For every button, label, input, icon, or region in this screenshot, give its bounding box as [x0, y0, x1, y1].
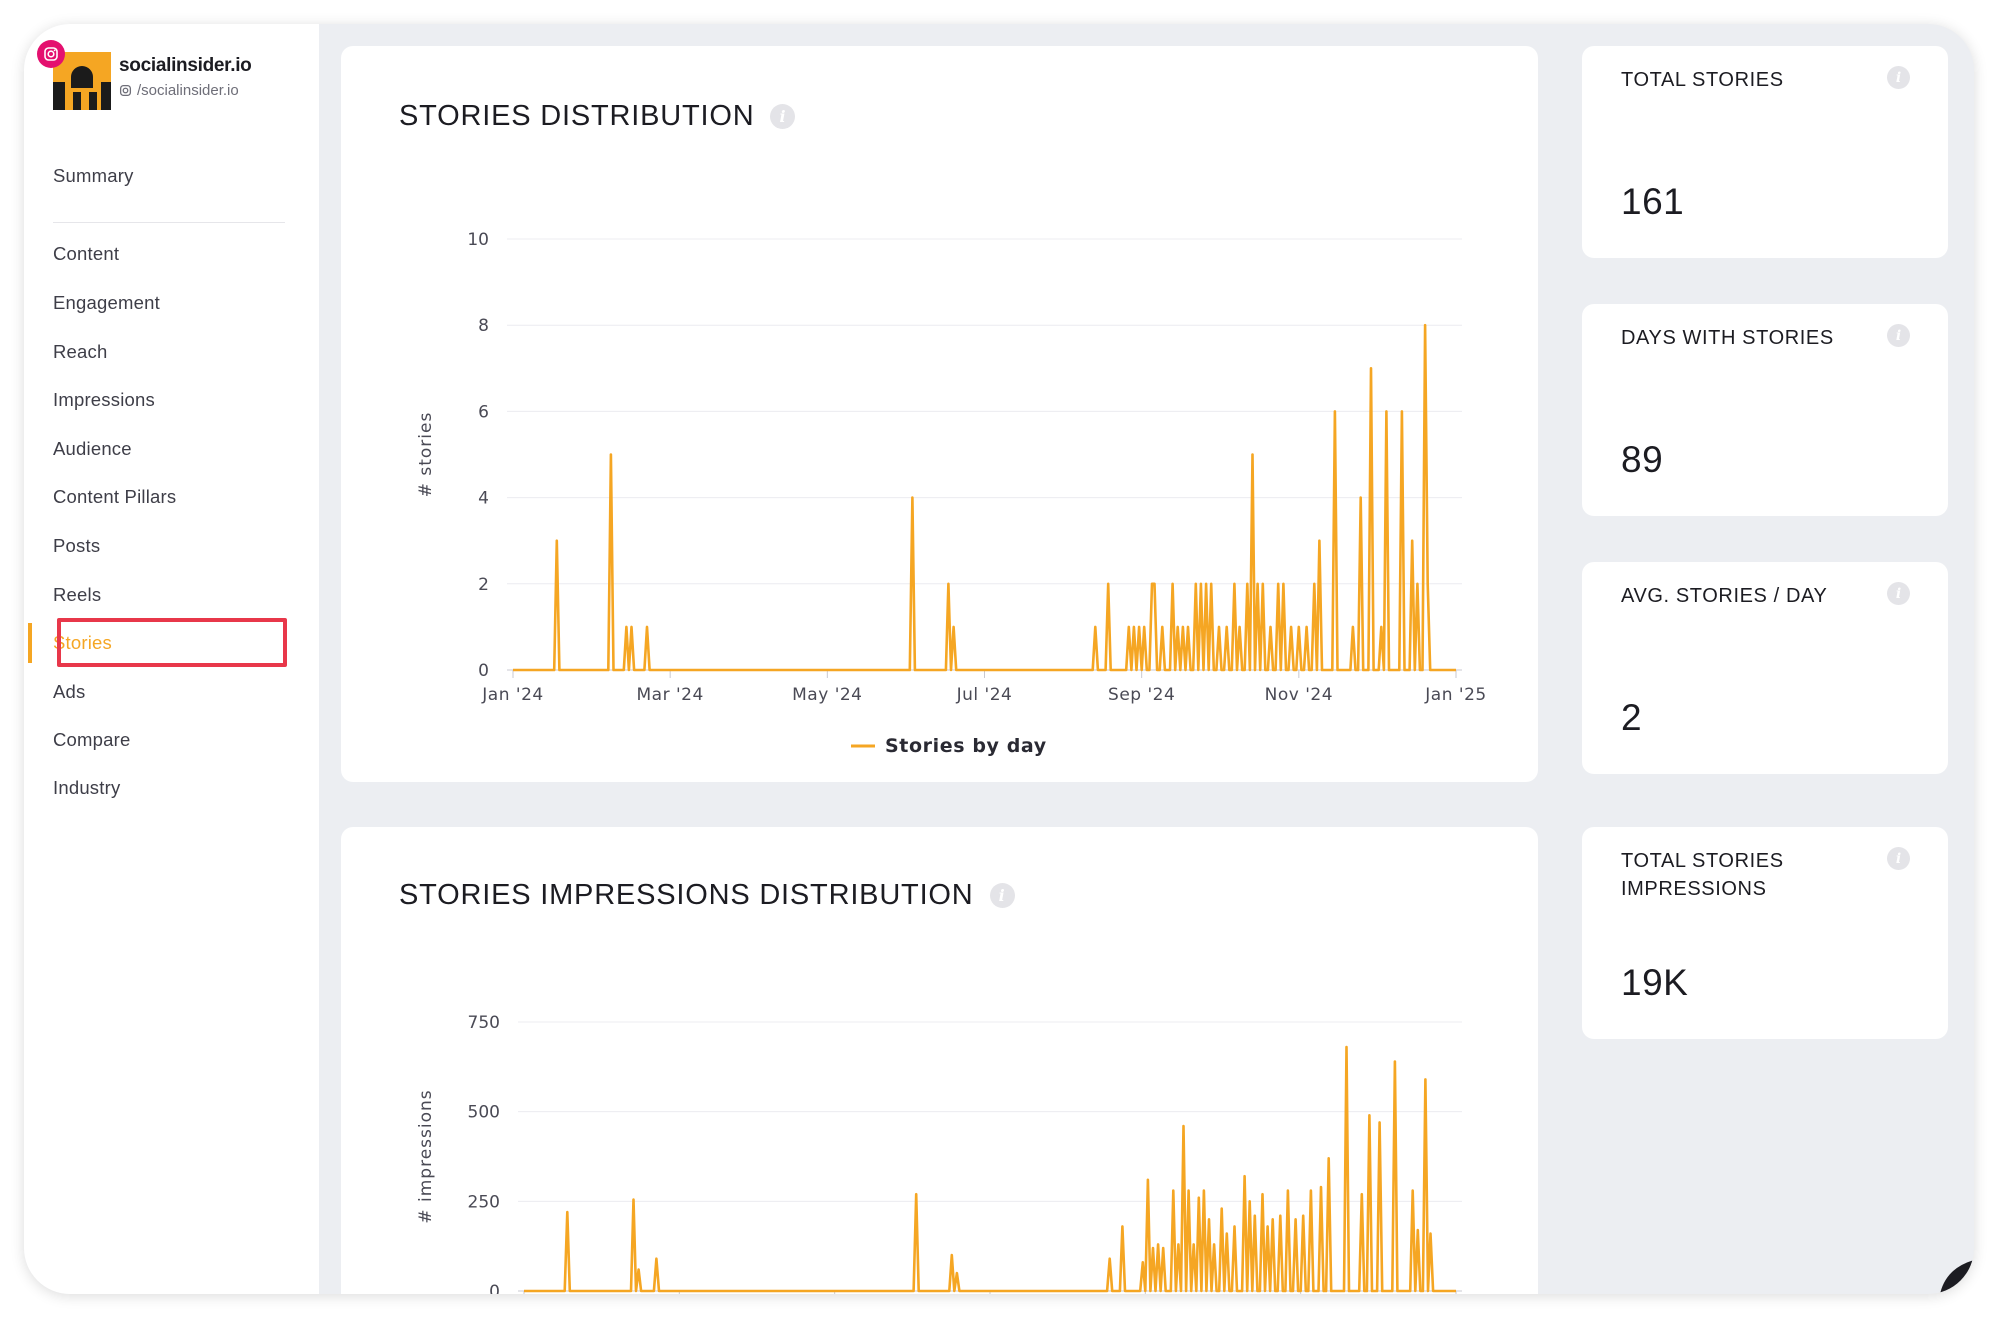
- stories-impressions-card: STORIES IMPRESSIONS DISTRIBUTION i 0 250 5…: [341, 827, 1538, 1294]
- y-tick-label: 10: [467, 230, 489, 250]
- sidebar-item-engagement[interactable]: Engagement: [53, 292, 160, 313]
- sidebar-item-industry[interactable]: Industry: [53, 777, 121, 798]
- stat-value: 89: [1621, 439, 1664, 480]
- avg-stories-per-day-card: AVG. STORIES / DAY i 2: [1582, 562, 1948, 774]
- sidebar-item-posts[interactable]: Posts: [53, 535, 101, 556]
- sidebar-item-reach[interactable]: Reach: [53, 341, 108, 362]
- info-icon[interactable]: i: [770, 104, 796, 129]
- instagram-icon: [37, 40, 65, 68]
- sidebar: socialinsider.io /socialinsider.io Summa…: [24, 24, 319, 1294]
- sidebar-item-impressions[interactable]: Impressions: [53, 389, 155, 410]
- info-icon[interactable]: i: [989, 883, 1015, 908]
- info-icon[interactable]: i: [1887, 66, 1910, 89]
- brand-name: socialinsider.io: [119, 55, 252, 76]
- stat-value: 19K: [1621, 962, 1689, 1003]
- stories-distribution-chart: 0 2 4 6 8 10 # stories Jan '24 Mar '24 May '24 Jul…: [416, 230, 1486, 757]
- stat-label: TOTAL STORIES: [1621, 69, 1784, 91]
- x-tick-label: Jan '25: [1424, 685, 1486, 705]
- active-indicator: [28, 623, 32, 663]
- stat-label: TOTAL STORIES IMPRESSIONS: [1621, 850, 1784, 900]
- y-tick-label: 500: [468, 1103, 500, 1123]
- x-tick-label: May '24: [792, 685, 862, 705]
- app-window: socialinsider.io /socialinsider.io Summa…: [24, 24, 1974, 1294]
- x-tick-label: Nov '24: [1265, 685, 1333, 705]
- total-stories-card: TOTAL STORIES i 161: [1582, 46, 1948, 258]
- y-tick-label: 6: [478, 402, 489, 422]
- sidebar-item-stories-label: Stories: [53, 632, 112, 653]
- brand-handle: /socialinsider.io: [137, 82, 239, 99]
- total-stories-impressions-card: TOTAL STORIES IMPRESSIONS i 19K: [1582, 827, 1948, 1039]
- series-line[interactable]: [524, 1045, 1456, 1293]
- y-tick-label: 8: [478, 316, 489, 336]
- y-tick-label: 750: [468, 1013, 500, 1033]
- sidebar-item-compare[interactable]: Compare: [53, 729, 131, 750]
- info-icon[interactable]: i: [1887, 847, 1910, 870]
- stat-value: 2: [1621, 697, 1643, 738]
- stories-distribution-card: STORIES DISTRIBUTION i 0 2 4 6 8 10 # stories J…: [341, 46, 1538, 782]
- sidebar-item-summary[interactable]: Summary: [53, 165, 134, 186]
- stories-impressions-title: STORIES IMPRESSIONS DISTRIBUTION: [399, 879, 974, 911]
- y-tick-label: 0: [478, 661, 489, 681]
- y-tick-label: 0: [489, 1282, 500, 1294]
- stat-label: DAYS WITH STORIES: [1621, 327, 1834, 349]
- x-tick-label: Mar '24: [637, 685, 704, 705]
- y-tick-label: 2: [478, 575, 489, 595]
- y-axis-label: # stories: [416, 412, 436, 498]
- stat-value: 161: [1621, 181, 1685, 222]
- y-tick-label: 250: [468, 1192, 500, 1212]
- sidebar-item-content-pillars[interactable]: Content Pillars: [53, 486, 177, 507]
- legend-label[interactable]: Stories by day: [885, 735, 1047, 757]
- brand-profile[interactable]: socialinsider.io /socialinsider.io: [37, 40, 313, 112]
- info-icon[interactable]: i: [1887, 324, 1910, 347]
- stat-label: AVG. STORIES / DAY: [1621, 585, 1828, 607]
- corner-resize-handle[interactable]: [1940, 1260, 1974, 1294]
- days-with-stories-card: DAYS WITH STORIES i 89: [1582, 304, 1948, 516]
- brand-logo: [53, 52, 111, 110]
- nav-divider: [53, 222, 285, 223]
- x-tick-label: Jan '24: [481, 685, 543, 705]
- x-tick-label: Sep '24: [1108, 685, 1175, 705]
- y-axis-label: # impressions: [416, 1089, 436, 1223]
- sidebar-item-stories[interactable]: Stories: [28, 618, 287, 667]
- sidebar-item-audience[interactable]: Audience: [53, 438, 132, 459]
- info-icon[interactable]: i: [1887, 582, 1910, 605]
- sidebar-item-ads[interactable]: Ads: [53, 681, 86, 702]
- y-tick-label: 4: [478, 489, 489, 509]
- sidebar-item-content[interactable]: Content: [53, 243, 120, 264]
- instagram-small-icon: [119, 84, 132, 97]
- x-tick-label: Jul '24: [956, 685, 1013, 705]
- sidebar-item-reels[interactable]: Reels: [53, 584, 102, 605]
- stories-distribution-title: STORIES DISTRIBUTION: [399, 100, 755, 132]
